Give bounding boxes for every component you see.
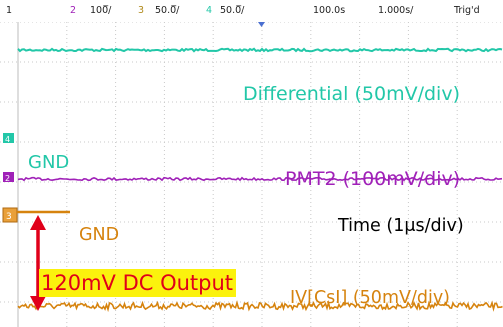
gnd-label-iv: GND <box>79 225 120 245</box>
channel-4-ground-marker[interactable]: 4 <box>3 133 14 144</box>
trigger-position-marker[interactable] <box>258 22 265 27</box>
time-scale-label: Time (1μs/div) <box>338 216 464 236</box>
time-scale-readout: 1.000s/ <box>378 5 414 16</box>
channel-2-indicator[interactable]: 2 <box>70 5 77 16</box>
scope-screen[interactable]: 4 2 3 Differential (50mV/div) PMT2 (100m… <box>0 22 503 327</box>
channel-2-ground-marker[interactable]: 2 <box>3 172 14 183</box>
dc-offset-arrow <box>30 215 46 311</box>
gnd-label-differential: GND <box>28 152 70 173</box>
channel-3-ground-marker[interactable]: 3 <box>2 207 18 223</box>
pmt2-label: PMT2 (100mV/div) <box>285 168 461 190</box>
differential-label: Differential (50mV/div) <box>243 83 460 105</box>
pmt2-trace <box>17 176 503 182</box>
dc-output-callout: 120mV DC Output <box>39 269 237 297</box>
trigger-status: Trig'd <box>454 5 480 16</box>
channel-4-scale: 50.0̅/ <box>220 5 245 16</box>
channel-4-indicator[interactable]: 4 <box>206 5 213 16</box>
svg-text:2: 2 <box>5 174 10 183</box>
status-bar: 1 2 100̅/ 3 50.0̅/ 4 50.0̅/ 100.0s 1.000… <box>0 0 503 22</box>
channel-3-indicator[interactable]: 3 <box>138 5 145 16</box>
channel-3-scale: 50.0̅/ <box>155 5 180 16</box>
channel-1-indicator[interactable]: 1 <box>6 5 13 16</box>
graticule-grid <box>0 22 503 327</box>
timebase-readout: 100.0s <box>313 5 346 16</box>
iv-csi-trace <box>17 299 503 313</box>
iv-csi-label: IV[CsI] (50mV/div) <box>290 288 451 308</box>
svg-text:4: 4 <box>5 135 10 144</box>
channel-2-scale: 100̅/ <box>90 5 112 16</box>
differential-trace <box>17 47 503 53</box>
svg-text:3: 3 <box>6 212 12 222</box>
